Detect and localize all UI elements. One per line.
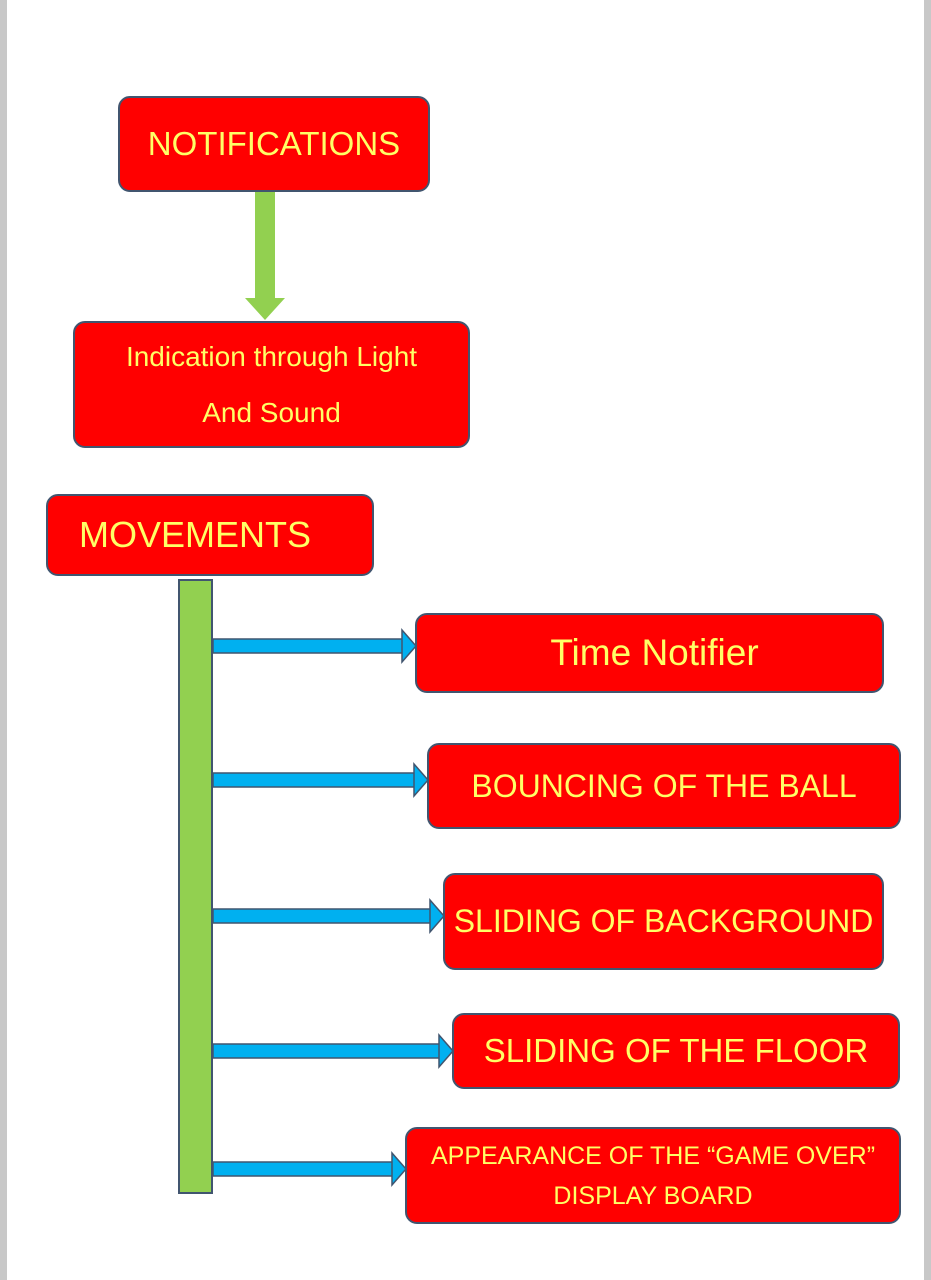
bouncing-ball-box: BOUNCING OF THE BALL	[427, 743, 901, 829]
bouncing-ball-label: BOUNCING OF THE BALL	[471, 767, 857, 804]
movements-title: MOVEMENTS	[78, 514, 311, 555]
sliding-floor-box: SLIDING OF THE FLOOR	[452, 1013, 900, 1089]
time-notifier-box: Time Notifier	[415, 613, 884, 693]
indication-box: Indication through Light And Sound	[73, 321, 470, 448]
indication-line-2: And Sound	[202, 396, 341, 428]
blue-arrow-game-over	[212, 1151, 407, 1187]
notifications-title: NOTIFICATIONS	[147, 125, 401, 162]
indication-line-1: Indication through Light	[125, 340, 418, 372]
blue-arrow-bouncing	[212, 762, 429, 798]
blue-arrow-sliding-background	[212, 898, 445, 934]
game-over-line-2: DISPLAY BOARD	[553, 1181, 753, 1210]
game-over-line-1: APPEARANCE OF THE “GAME OVER”	[430, 1141, 876, 1170]
sliding-floor-label: SLIDING OF THE FLOOR	[483, 1032, 869, 1069]
blue-arrow-sliding-floor	[212, 1033, 454, 1069]
green-down-arrow	[245, 192, 285, 320]
page-border-left	[0, 0, 7, 1280]
page-border-right	[924, 0, 931, 1280]
sliding-background-box: SLIDING OF BACKGROUND	[443, 873, 884, 970]
movements-box: MOVEMENTS	[46, 494, 374, 576]
notifications-box: NOTIFICATIONS	[118, 96, 430, 192]
blue-arrow-time-notifier	[212, 628, 417, 664]
movements-connector-bar	[178, 579, 213, 1194]
time-notifier-label: Time Notifier	[550, 632, 759, 673]
sliding-background-label: SLIDING OF BACKGROUND	[453, 903, 874, 939]
game-over-board-box: APPEARANCE OF THE “GAME OVER” DISPLAY BO…	[405, 1127, 901, 1224]
